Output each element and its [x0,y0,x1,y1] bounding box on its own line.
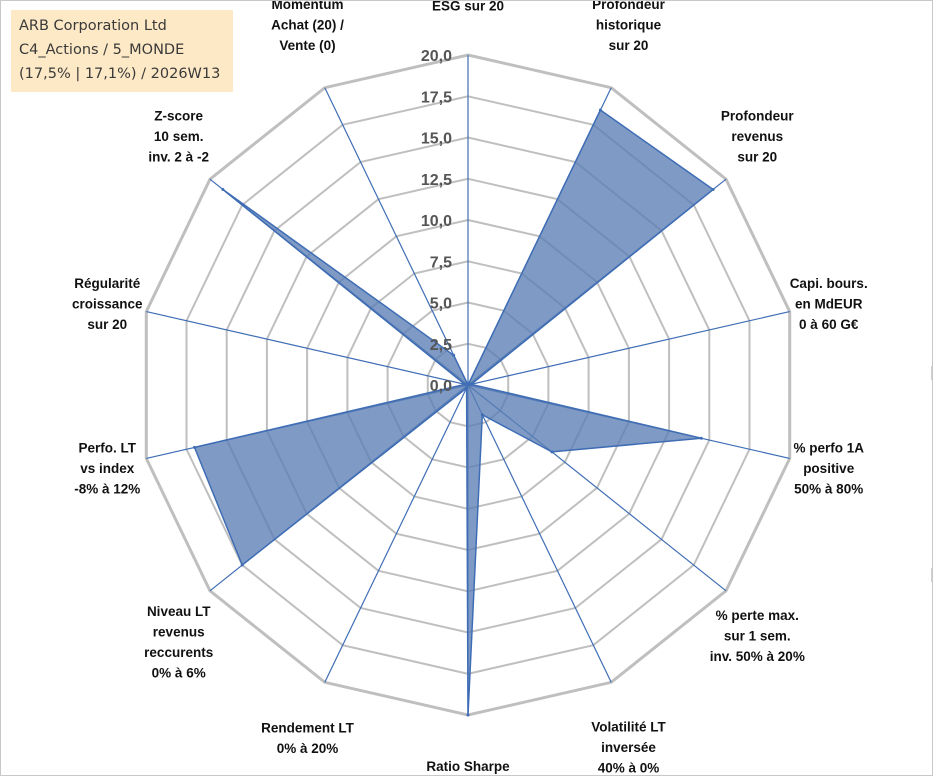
series-area [193,109,714,716]
company-name: ARB Corporation Ltd [19,18,167,34]
category-label-line: 40% à 0% [598,760,660,775]
category-label: Régularité croissance sur 20 [72,276,143,332]
category-label-line: Momentum [272,1,344,12]
tick-label: 20,0 [421,48,452,65]
category-label-line: inv. 50% à 20% [710,649,805,664]
category-label: Volatilité LT inversée 40% à 0% [591,719,666,775]
tick-label: 0,0 [430,378,452,395]
data-point [221,188,225,191]
category-label-line: 0% à 6% [152,666,206,681]
category-label: Z-score 10 sem. inv. 2 à -2 [148,108,209,164]
category-label-line: inv. 2 à -2 [148,149,209,164]
data-point [465,386,469,390]
category-label-line: Ratio Sharpe [426,759,510,774]
tick-label: 12,5 [421,172,452,189]
category-labels: NoteESG sur 20 Profondeur historique sur 20… [72,1,868,775]
category-label-line: 10 sem. [154,129,204,144]
data-point [469,382,473,386]
tick-label: 2,5 [430,337,452,354]
edge-mark [931,568,932,582]
category-label-line: sur 20 [87,317,127,332]
axis-spoke [324,384,469,683]
category-label-line: ESG sur 20 [432,1,504,14]
category-label: Rendement LT 0% à 20% [261,720,355,756]
category-label-line: positive [803,461,855,476]
category-label-line: Z-score [154,108,203,123]
category-label: % perte max. sur 1 sem. inv. 50% à 20% [710,608,805,664]
data-point [466,383,470,387]
category-label-line: % perfo 1A [793,441,864,456]
category-label-line: croissance [72,296,143,311]
data-point [463,382,467,386]
category-label-line: historique [596,18,662,33]
radial-tick-labels: 0,0 2,5 5,0 7,5 10,0 12,5 15,0 17,5 20,0 [421,48,452,395]
category-label-line: 50% à 80% [794,482,863,497]
data-point [452,353,456,357]
category-label: % perfo 1A positive 50% à 80% [793,441,864,497]
category-label-line: Volatilité LT [591,719,666,734]
category-label-line: % perte max. [716,608,799,623]
category-label-line: 0 à 60 G€ [799,317,859,332]
category-label-line: Profondeur [721,108,794,123]
data-point [711,188,715,191]
axis-spoke [146,311,469,386]
data-point [480,413,484,417]
data-point [240,563,244,567]
category-label: Niveau LT revenus reccurents 0% à 6% [144,604,213,681]
category-label-line: Capi. bours. [790,276,868,291]
data-point [550,450,554,454]
category-label-line: en MdEUR [795,296,863,311]
tick-label: 17,5 [421,89,452,106]
data-point [598,108,602,112]
category-label: Profondeur historique sur 20 [592,1,665,53]
category-label-line: 0% à 20% [277,741,339,756]
category-label-line: sur 1 sem. [724,629,791,644]
category-label-line: revenus [731,129,783,144]
tick-label: 5,0 [430,296,452,313]
data-area [193,108,715,717]
category-label: NoteESG sur 20 [432,1,504,14]
category-label-line: vs index [80,461,135,476]
category-label-line: inversée [601,740,656,755]
portfolio-code: C4_Actions / 5_MONDE [19,42,185,58]
category-label-line: Niveau LT [147,604,211,619]
category-label-line: sur 20 [609,38,649,53]
instrument-label-box: ARB Corporation Ltd C4_Actions / 5_MONDE… [11,10,233,92]
category-label-line: Perfo. LT [79,441,137,456]
category-label: Momentum Achat (20) / Vente (0) [271,1,344,53]
category-label-line: reccurents [144,645,213,660]
data-point [193,445,196,449]
score-week: (17,5% | 17,1%) / 2026W13 [19,66,221,82]
category-label-line: Achat (20) / [271,18,344,33]
tick-label: 15,0 [421,131,452,148]
axis-spoke [467,384,612,683]
category-label-line: sur 20 [737,149,777,164]
tick-label: 10,0 [421,213,452,230]
category-label-line: revenus [153,625,205,640]
category-label-line: -8% à 12% [74,482,140,497]
category-label: Perfo. LT vs index -8% à 12% [74,441,140,497]
category-label-line: Régularité [74,276,141,291]
category-label: Ratio Sharpe0 à 1 [426,759,510,775]
data-point [466,713,470,717]
edge-mark [931,366,932,380]
category-label-line: Profondeur [592,1,665,12]
data-point [699,436,703,440]
tick-label: 7,5 [430,254,452,271]
axis-spoke [324,87,469,386]
axis-spoke [467,311,790,386]
category-label-line: Vente (0) [279,38,335,53]
category-label: Profondeur revenus sur 20 [721,108,794,164]
category-label-line: Rendement LT [261,720,355,735]
category-label: Capi. bours. en MdEUR 0 à 60 G€ [790,276,868,332]
